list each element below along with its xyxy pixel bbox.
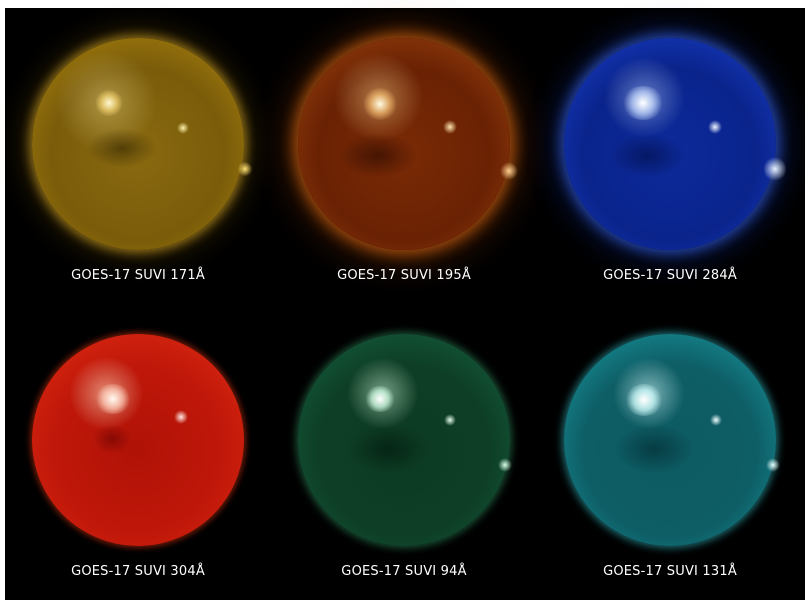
- caption-suvi-131: GOES-17 SUVI 131Å: [603, 564, 737, 579]
- caption-suvi-195: GOES-17 SUVI 195Å: [337, 268, 471, 283]
- sun-disk-131: [564, 334, 780, 546]
- active-region-spot: [362, 88, 398, 120]
- panel-suvi-94: GOES-17 SUVI 94Å: [271, 304, 537, 594]
- bright-point: [443, 120, 457, 134]
- bright-point: [177, 122, 189, 134]
- active-region-spot: [94, 384, 132, 414]
- caption-suvi-284: GOES-17 SUVI 284Å: [603, 268, 737, 283]
- sun-disk-94: [298, 334, 512, 546]
- active-region-spot: [364, 386, 396, 412]
- bright-point: [710, 414, 722, 426]
- active-region-spot: [624, 384, 664, 416]
- panel-suvi-195: GOES-17 SUVI 195Å: [271, 8, 537, 298]
- limb-flare: [766, 458, 780, 472]
- sun-disk-171: [32, 38, 253, 250]
- limb-flare: [500, 162, 518, 180]
- caption-suvi-171: GOES-17 SUVI 171Å: [71, 268, 205, 283]
- panel-suvi-171: GOES-17 SUVI 171Å: [5, 8, 271, 298]
- sun-disk-284: [564, 38, 786, 250]
- sun-disk-195: [298, 38, 518, 250]
- coronal-hole: [338, 133, 418, 178]
- limb-flare: [237, 162, 253, 176]
- coronal-hole: [614, 424, 694, 474]
- sun-disk-304: [32, 334, 244, 546]
- active-region-spot: [94, 90, 124, 116]
- limb-flare: [764, 156, 786, 182]
- dark-filament: [92, 424, 132, 454]
- coronal-hole: [87, 128, 157, 168]
- bright-point: [174, 410, 188, 424]
- coronal-hole: [348, 424, 428, 474]
- panel-suvi-131: GOES-17 SUVI 131Å: [537, 304, 803, 594]
- active-region-spot: [622, 86, 664, 120]
- panel-suvi-304: GOES-17 SUVI 304Å: [5, 304, 271, 594]
- caption-suvi-94: GOES-17 SUVI 94Å: [341, 564, 467, 579]
- coronal-hole: [609, 133, 687, 178]
- limb-flare: [498, 458, 512, 472]
- bright-point: [708, 120, 722, 134]
- panel-suvi-284: GOES-17 SUVI 284Å: [537, 8, 803, 298]
- caption-suvi-304: GOES-17 SUVI 304Å: [71, 564, 205, 579]
- image-frame: GOES-17 SUVI 171Å GOES-17 SUVI 195Å GOES…: [5, 8, 805, 600]
- bright-point: [444, 414, 456, 426]
